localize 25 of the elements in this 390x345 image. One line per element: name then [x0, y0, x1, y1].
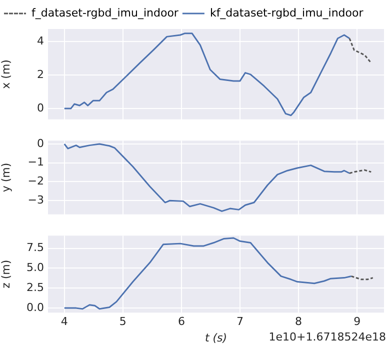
y-tick-label: 2 [37, 68, 44, 81]
y-tick-label: 4 [37, 34, 44, 48]
y-tick-label: −3 [28, 193, 44, 206]
legend-label: kf_dataset-rgbd_imu_indoor [210, 6, 364, 20]
x-tick-label: 8 [295, 315, 302, 328]
y-tick-label: 0 [37, 136, 44, 150]
x-tick-label: 4 [60, 315, 68, 328]
x-axis-title: t (s) [204, 331, 228, 344]
y-tick-label: −1 [28, 156, 44, 169]
y-tick-label: 7.5 [26, 241, 44, 254]
y-tick-label: 0 [37, 101, 44, 114]
y-axis-title: y (m) [0, 162, 12, 192]
y-axis-title: z (m) [0, 260, 12, 288]
x-tick-label: 5 [119, 315, 126, 328]
text: 1e10+1.6718524e18 [268, 330, 386, 344]
y-tick-label: 2.5 [26, 281, 44, 294]
y-axis-title: x (m) [0, 60, 12, 89]
x-tick-label: 9 [354, 315, 361, 328]
y-tick-label: 0.0 [26, 300, 44, 314]
line-series [348, 38, 372, 64]
x-tick-label: 7 [236, 315, 244, 328]
y-tick-label: −2 [28, 174, 44, 188]
x-tick-label: 6 [178, 315, 185, 328]
legend-label: f_dataset-rgbd_imu_indoor [32, 6, 179, 20]
y-tick-label: 5.0 [26, 261, 44, 274]
